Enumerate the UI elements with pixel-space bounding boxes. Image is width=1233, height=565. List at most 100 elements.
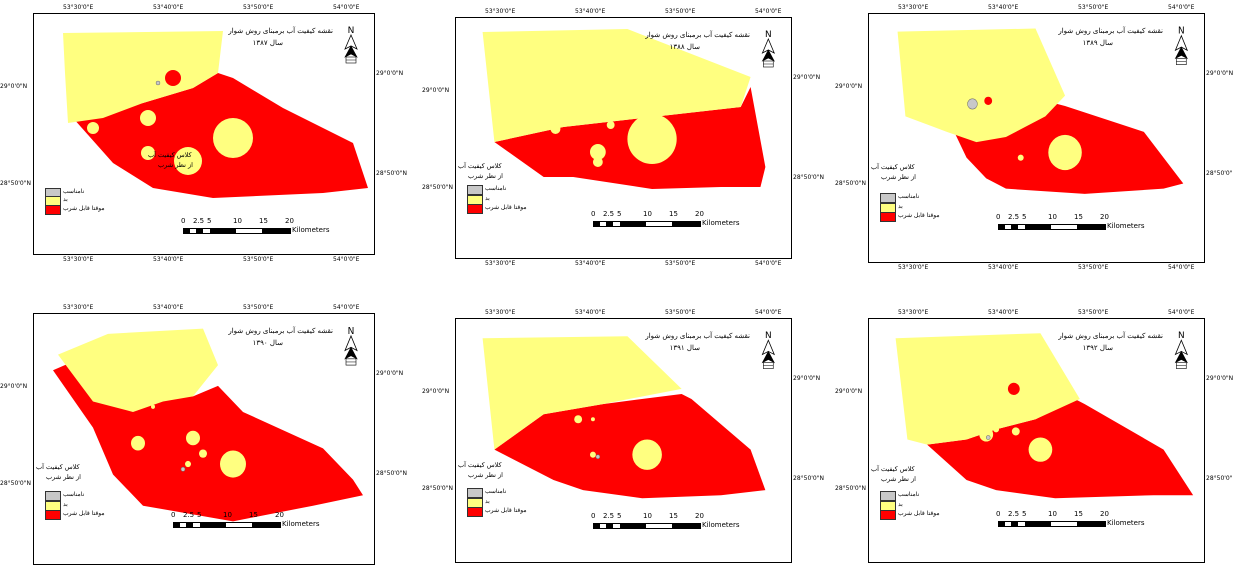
bottom-longitude-label: 53°50'0"E: [665, 260, 696, 267]
legend-label: بد: [898, 501, 903, 508]
scale-segment: [600, 524, 606, 528]
legend-label: بد: [485, 498, 490, 505]
right-latitude-label: 29°0'0"N: [376, 70, 404, 77]
scale-number: 2.5: [1008, 213, 1020, 221]
legend-label: بد: [898, 203, 903, 210]
zone-bad: [63, 31, 223, 123]
map-title: نقشه کیفیت آب برمبنای روش شوار: [645, 31, 750, 39]
top-longitude-label: 53°50'0"E: [243, 4, 274, 11]
left-latitude-label: 29°0'0"N: [422, 388, 450, 395]
scale-segment: [174, 523, 180, 527]
zone-bad-patch: [185, 460, 191, 468]
zone-bad-patch: [993, 426, 1000, 433]
zone-unsuitable-patch: [985, 435, 991, 440]
zone-bad-patch: [606, 121, 615, 129]
zone-temporarily-drinkable-patch: [984, 96, 993, 105]
left-latitude-label: 29°0'0"N: [835, 83, 863, 90]
scale-bar-graphic: [593, 523, 701, 529]
scale-segment: [203, 229, 210, 233]
legend-swatch: [880, 510, 896, 520]
legend-title: کلاس کیفیت آب: [458, 461, 502, 469]
water-quality-map: N: [63, 26, 368, 198]
svg-text:N: N: [348, 326, 355, 337]
scale-segment: [1011, 522, 1018, 526]
map-title: نقشه کیفیت آب برمبنای روش شوار: [228, 27, 333, 35]
zone-bad-patch: [220, 450, 246, 478]
bottom-longitude-label: 54°0'0"E: [755, 260, 782, 267]
scale-segment: [594, 524, 600, 528]
scale-segment: [1005, 522, 1011, 526]
top-longitude-label: 54°0'0"E: [755, 309, 782, 316]
right-latitude-label: 28°50'0"N: [793, 174, 824, 181]
scale-number: 2.5: [603, 210, 615, 218]
scale-segment: [646, 524, 672, 528]
legend-label: بد: [63, 501, 68, 508]
scale-unit: Kilometers: [292, 226, 330, 234]
scale-segment: [186, 523, 193, 527]
scale-segment: [236, 229, 262, 233]
scale-segment: [184, 229, 190, 233]
top-longitude-label: 54°0'0"E: [755, 8, 782, 15]
legend-label: موقتا قابل شرب: [485, 507, 527, 514]
top-longitude-label: 53°30'0"E: [63, 4, 94, 11]
zone-bad: [482, 336, 682, 450]
bottom-longitude-label: 53°30'0"E: [63, 256, 94, 263]
zone-bad-patch: [1011, 427, 1020, 436]
water-quality-map: N: [53, 326, 363, 522]
top-longitude-label: 54°0'0"E: [333, 4, 360, 11]
scale-segment: [1077, 522, 1105, 526]
legend-label: نامناسب: [898, 193, 920, 200]
scale-segment: [672, 222, 700, 226]
scale-segment: [999, 522, 1005, 526]
top-longitude-label: 53°50'0"E: [1078, 4, 1109, 11]
zone-bad-patch: [632, 439, 662, 470]
scale-segment: [1018, 225, 1025, 229]
left-latitude-label: 29°0'0"N: [0, 83, 28, 90]
legend-title: کلاس کیفیت آب: [871, 465, 915, 473]
scale-segment: [1051, 522, 1077, 526]
map-year: سال ۱۳۹۰: [252, 339, 283, 347]
water-quality-map: N: [895, 331, 1194, 499]
zone-bad-patch: [1028, 437, 1053, 462]
scale-segment: [672, 524, 700, 528]
map-title: نقشه کیفیت آب برمبنای روش شوار: [228, 327, 333, 335]
zone-bad: [58, 328, 218, 412]
scale-number: 10: [643, 210, 652, 218]
svg-text:N: N: [1178, 331, 1185, 341]
right-latitude-label: 28°50'0"N: [1206, 170, 1233, 177]
scale-segment: [620, 222, 646, 226]
legend-label: نامناسب: [63, 491, 85, 498]
scale-segment: [1025, 522, 1051, 526]
zone-bad-patch: [131, 435, 145, 451]
top-longitude-label: 53°40'0"E: [988, 309, 1019, 316]
legend-subtitle: از نظر شرب: [881, 475, 916, 483]
water-quality-map: N: [482, 331, 776, 499]
legend-swatch: [880, 491, 896, 501]
right-latitude-label: 29°0'0"N: [376, 370, 404, 377]
water-quality-map: N: [482, 29, 776, 189]
scale-number: 5: [197, 511, 202, 519]
top-longitude-label: 53°40'0"E: [575, 8, 606, 15]
scale-number: 10: [233, 217, 242, 225]
zone-temporarily-drinkable-patch: [560, 416, 567, 423]
zone-bad-patch: [141, 146, 155, 160]
scale-number: 10: [1048, 213, 1057, 221]
legend-label: نامناسب: [485, 185, 507, 192]
legend-swatch: [467, 488, 483, 498]
top-longitude-label: 53°40'0"E: [153, 304, 184, 311]
zone-temporarily-drinkable-patch: [1007, 382, 1020, 395]
zone-unsuitable-patch: [595, 454, 601, 459]
zone-bad-patch: [627, 114, 677, 164]
left-latitude-label: 28°50'0"N: [0, 180, 31, 187]
scale-segment: [600, 222, 606, 226]
scale-number: 2.5: [1008, 510, 1020, 518]
scale-segment: [646, 222, 672, 226]
scale-segment: [1005, 225, 1011, 229]
zone-bad: [895, 333, 1080, 445]
scale-segment: [1025, 225, 1051, 229]
scale-number: 2.5: [183, 511, 195, 519]
zone-bad-patch: [140, 110, 156, 126]
scale-number: 0: [591, 512, 596, 520]
scale-number: 5: [617, 512, 622, 520]
bottom-longitude-label: 53°30'0"E: [485, 260, 516, 267]
